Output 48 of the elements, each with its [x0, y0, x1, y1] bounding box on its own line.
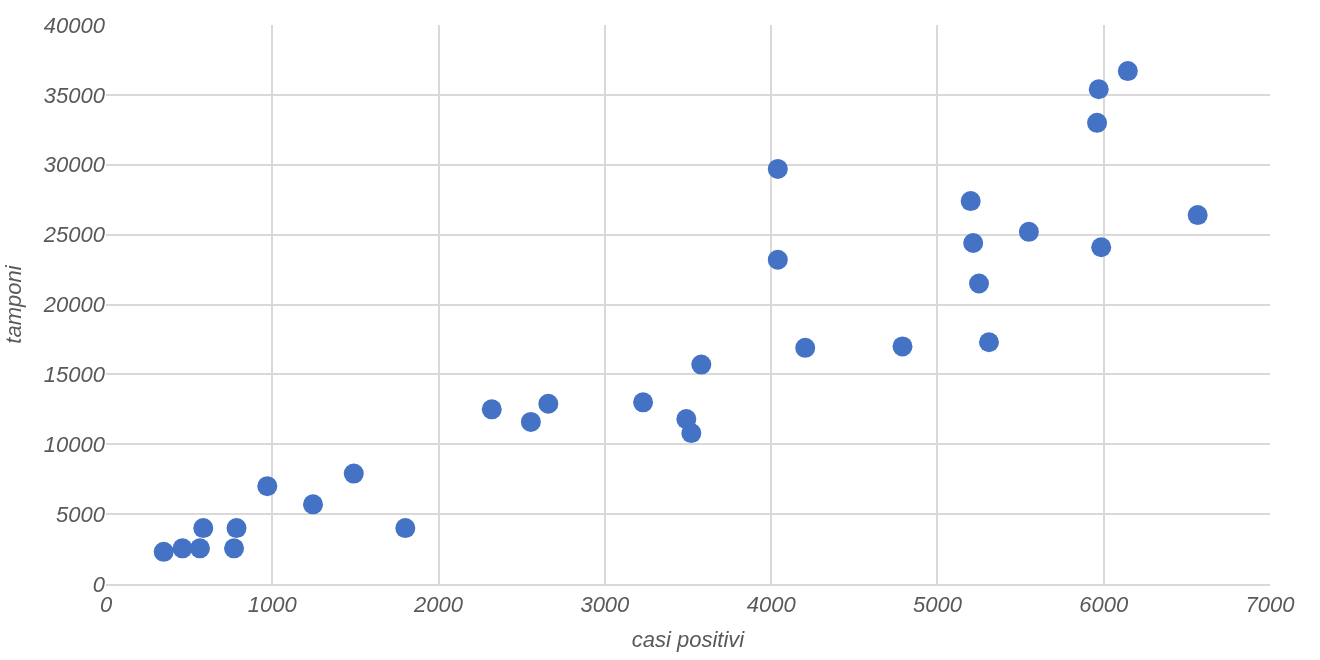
- x-tick-label: 5000: [912, 592, 963, 618]
- y-tick-label: 15000: [43, 362, 106, 388]
- x-tick-label: 7000: [1245, 592, 1296, 618]
- point: [193, 518, 214, 539]
- point: [343, 463, 364, 484]
- point: [767, 249, 788, 270]
- y-tick-label: 5000: [56, 501, 106, 527]
- point: [963, 233, 984, 253]
- point: [1087, 112, 1108, 133]
- point: [520, 411, 541, 432]
- point: [960, 191, 981, 212]
- point: [892, 336, 913, 357]
- point: [538, 393, 559, 414]
- point: [1187, 205, 1208, 226]
- point: [633, 392, 654, 413]
- point: [257, 476, 278, 497]
- point: [1018, 221, 1039, 242]
- point: [395, 518, 416, 539]
- point: [226, 518, 247, 539]
- point: [978, 332, 999, 353]
- y-tick-label: 35000: [43, 82, 106, 108]
- y-axis-title: tamponi: [0, 264, 26, 344]
- point: [1088, 79, 1109, 100]
- point: [969, 273, 989, 294]
- point: [1091, 237, 1112, 258]
- y-tick-label: 10000: [43, 431, 106, 457]
- point: [481, 399, 502, 420]
- point: [224, 538, 245, 559]
- point: [767, 158, 788, 179]
- x-tick-label: 2000: [413, 592, 464, 618]
- x-tick-label: 1000: [247, 592, 298, 618]
- point: [172, 538, 193, 559]
- point: [691, 354, 712, 375]
- point: [681, 423, 702, 444]
- x-tick-label: 4000: [746, 592, 797, 618]
- point: [153, 541, 174, 562]
- y-tick-label: 25000: [42, 222, 106, 248]
- y-tick-label: 20000: [42, 292, 106, 318]
- point: [1117, 61, 1138, 82]
- point: [189, 538, 210, 559]
- x-tick-label: 3000: [580, 592, 631, 618]
- point: [303, 494, 324, 515]
- x-axis-title: casi positivi: [631, 626, 746, 652]
- y-tick-label: 40000: [43, 12, 106, 38]
- y-tick-label: 30000: [43, 152, 106, 178]
- point: [795, 337, 816, 358]
- y-tick-label: 0: [92, 571, 106, 597]
- x-tick-label: 6000: [1079, 592, 1129, 618]
